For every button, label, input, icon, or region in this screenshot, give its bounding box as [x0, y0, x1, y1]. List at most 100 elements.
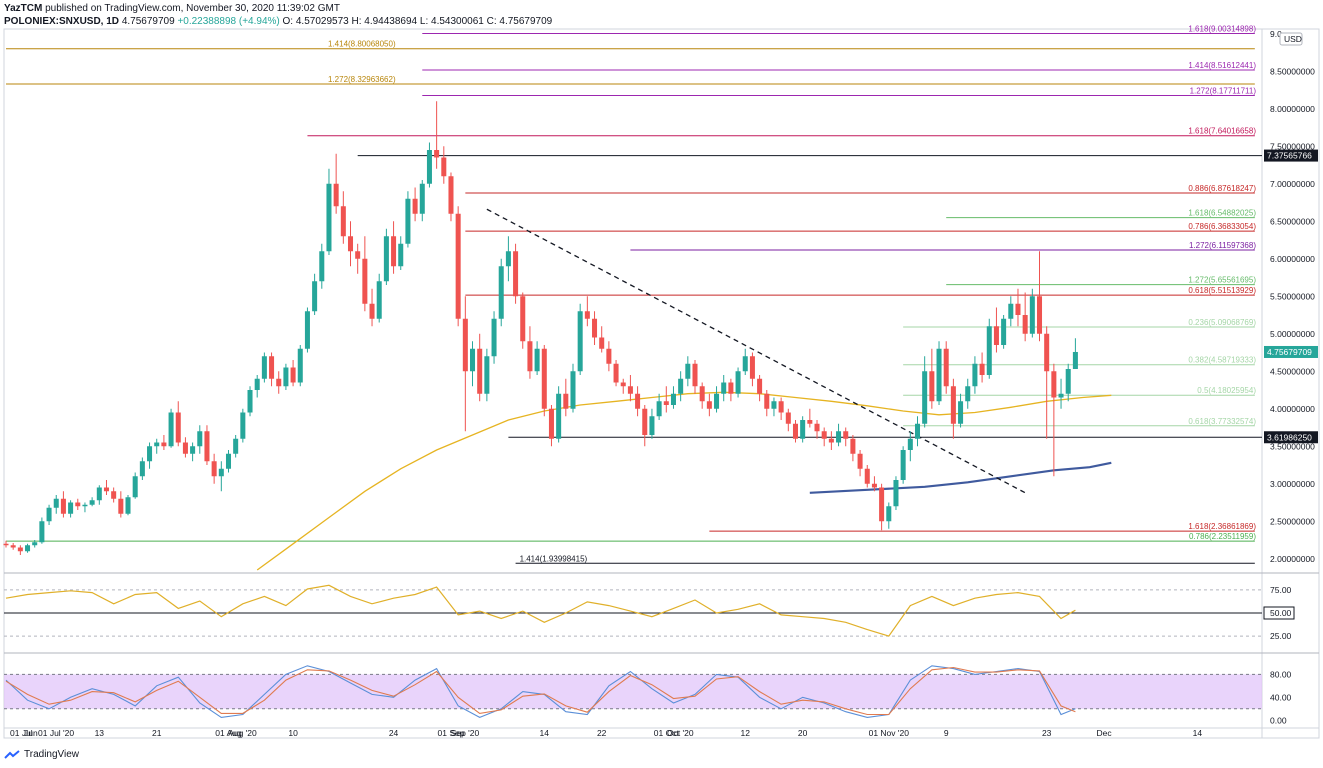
price-label-text: 3.61986250: [1267, 432, 1312, 442]
price-axis-tick: 5.50000000: [1270, 291, 1315, 301]
time-axis-tick: 01 Jul '20: [38, 728, 74, 738]
candle-body: [297, 348, 303, 383]
candle-body: [864, 468, 870, 484]
candle-body: [871, 483, 877, 488]
candle-body: [943, 348, 949, 387]
candle-body: [53, 498, 59, 508]
candle-body: [290, 367, 296, 383]
candle-body: [355, 251, 361, 259]
price-axis-tick: 6.50000000: [1270, 216, 1315, 226]
time-axis-tick: Jun: [24, 728, 38, 738]
fib-level-label: 0.236(5.09068769): [1188, 318, 1256, 327]
price-axis-tick: 9.0: [1270, 29, 1282, 39]
candle-body: [340, 206, 346, 237]
candle-body: [979, 363, 985, 375]
candle-body: [570, 371, 576, 409]
fib-level-label: 1.414(8.80068050): [328, 40, 396, 49]
candle-body: [1044, 333, 1050, 372]
time-axis-tick: Sep '20: [451, 728, 480, 738]
time-axis-tick: 01 Jul: [10, 728, 33, 738]
currency-box[interactable]: [1279, 32, 1303, 46]
candle-body: [900, 450, 906, 480]
candle-body: [498, 266, 504, 319]
candle-body: [828, 438, 834, 443]
candle-body: [25, 545, 31, 552]
candle-body: [778, 401, 784, 413]
chart-frame: [3, 28, 1320, 739]
rsi-axis-tick: 50.00: [1270, 608, 1292, 618]
candle-body: [376, 281, 382, 319]
time-axis-tick: 01 Oct: [654, 728, 680, 738]
low-value: L: 4.54300061: [419, 16, 484, 27]
candle-body: [1029, 296, 1035, 334]
candle-body: [577, 311, 583, 372]
fib-level-label: 0.786(2.23511959): [1189, 532, 1256, 541]
candle-body: [706, 401, 712, 409]
price-axis-tick: 6.00000000: [1270, 254, 1315, 264]
candle-body: [936, 348, 942, 402]
ohlc-legend: POLONIEX:SNXUSD, 1D 4.75679709 +0.223888…: [4, 15, 552, 28]
candle-body: [857, 453, 863, 469]
candle-body: [742, 356, 748, 372]
time-axis-tick: 13: [95, 728, 105, 738]
ma-short-line: [256, 391, 1112, 571]
candle-body: [914, 423, 921, 439]
candle-body: [462, 318, 468, 372]
candle-body: [283, 367, 289, 387]
candle-body: [656, 401, 662, 417]
candle-body: [175, 412, 181, 443]
footer-brand[interactable]: TradingView: [4, 749, 79, 760]
fib-level-label: 1.618(9.00314898): [1188, 25, 1256, 34]
fib-level-label: 1.272(8.17711711): [1190, 86, 1257, 95]
candle-body: [950, 386, 956, 424]
candle-body: [419, 183, 425, 214]
last-price: 4.75679709: [121, 16, 175, 27]
price-label-box: [1264, 345, 1318, 358]
fib-level-label: 0.618(5.51513929): [1188, 286, 1256, 295]
candle-body: [304, 311, 310, 349]
candle-body: [491, 318, 497, 357]
candle-body: [82, 504, 88, 507]
candle-body: [800, 420, 806, 439]
candle-body: [470, 348, 476, 372]
stoch-axis-tick: 80.00: [1270, 669, 1292, 679]
candle-body: [958, 401, 964, 424]
candle-body: [843, 431, 849, 439]
candle-body: [448, 176, 454, 214]
candle-body: [204, 431, 210, 462]
candle-body: [132, 476, 138, 498]
symbol-label: POLONIEX:SNXUSD, 1D: [4, 16, 120, 27]
candle-body: [147, 446, 153, 462]
candle-body: [513, 251, 519, 297]
candle-body: [1001, 318, 1007, 345]
time-axis-tick: 01 Aug: [215, 728, 242, 738]
candle-body: [1022, 315, 1028, 334]
open-value: O: 4.57029573: [282, 16, 349, 27]
candle-body: [505, 251, 511, 267]
candle-body: [1058, 393, 1064, 398]
stoch-axis-tick: 40.00: [1270, 692, 1292, 702]
tradingview-logo-icon: [4, 749, 20, 759]
fib-level-label: 1.414(8.51612441): [1188, 61, 1256, 70]
candle-body: [670, 393, 676, 405]
candle-body: [649, 416, 655, 435]
time-axis-tick: 14: [540, 728, 550, 738]
fib-level-label: 1.414(1.93998415): [520, 554, 588, 563]
candle-body: [814, 423, 820, 432]
descending-trendline: [486, 208, 1026, 494]
candle-body: [362, 258, 368, 304]
price-axis-tick: 4.00000000: [1270, 404, 1315, 414]
fib-level-label: 0.5(4.18025954): [1197, 386, 1256, 395]
candle-body: [161, 442, 167, 447]
candle-body: [39, 521, 45, 543]
candle-body: [764, 393, 770, 409]
candle-body: [620, 382, 626, 387]
time-axis-tick: 14: [1193, 728, 1203, 738]
candle-body: [434, 150, 440, 158]
candle-body: [520, 296, 526, 342]
candle-body: [678, 378, 684, 394]
candle-body: [1065, 369, 1071, 394]
rsi-axis-tick: 25.00: [1270, 631, 1292, 641]
candle-body: [412, 198, 418, 214]
